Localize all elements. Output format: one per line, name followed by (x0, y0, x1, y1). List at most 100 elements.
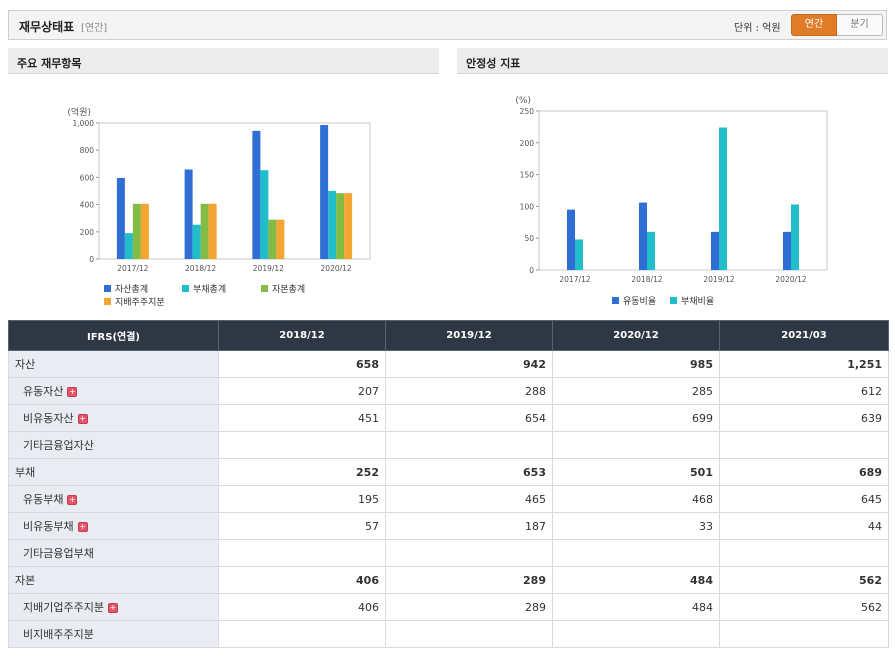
value-cell: 484 (552, 593, 720, 621)
row-label-cell: 부채 (8, 458, 219, 486)
value-cell (719, 539, 889, 567)
row-label: 부채 (15, 466, 36, 479)
bar-4 (140, 203, 149, 259)
value-cell: 612 (719, 377, 889, 405)
value-cell: 207 (218, 377, 386, 405)
bar-3 (132, 203, 141, 259)
table-row: 기타금융업부채 (8, 539, 889, 567)
row-label: 비유동부채 (23, 520, 74, 533)
x-tick-label: 2020/12 (321, 264, 352, 273)
y-tick-label: 0 (529, 266, 534, 275)
row-label: 유동자산 (23, 385, 64, 398)
financial-items-panel-title: 주요 재무항목 (8, 48, 439, 74)
y-tick-label: 50 (524, 234, 534, 243)
legend-swatch (612, 297, 619, 304)
value-cell: 33 (552, 512, 720, 540)
value-cell: 195 (218, 485, 386, 513)
bar-1 (320, 125, 329, 259)
column-header: 2021/03 (719, 320, 889, 351)
row-label-cell: 비지배주주지분 (8, 620, 219, 648)
value-cell: 689 (719, 458, 889, 486)
expand-plus-icon[interactable]: + (107, 603, 118, 613)
stability-chart: (%) 0 50 100 150 200 250 2017/12 2018/12 2019/12 2… (515, 96, 828, 307)
value-cell: 562 (719, 593, 889, 621)
value-cell: 285 (552, 377, 720, 405)
row-label-cell: 자산 (8, 350, 219, 378)
y-tick-label: 200 (80, 228, 95, 237)
bar-2 (791, 204, 799, 270)
value-cell (218, 431, 386, 459)
row-label-cell: 유동자산 + (8, 377, 219, 405)
y-tick-label: 0 (89, 255, 94, 264)
value-cell: 252 (218, 458, 386, 486)
row-label: 지배기업주주지분 (23, 601, 104, 614)
value-cell: 985 (552, 350, 720, 378)
x-tick-label: 2017/12 (559, 275, 590, 284)
row-label-cell: 기타금융업부채 (8, 539, 219, 567)
column-header: 2018/12 (218, 320, 386, 351)
y-tick-label: 800 (80, 146, 95, 155)
row-label: 기타금융업자산 (23, 439, 94, 452)
annual-button[interactable]: 연간 (791, 14, 837, 36)
value-cell: 699 (552, 404, 720, 432)
value-cell: 484 (552, 566, 720, 594)
value-cell: 406 (218, 593, 386, 621)
value-cell: 468 (552, 485, 720, 513)
value-cell: 465 (385, 485, 553, 513)
quarter-button[interactable]: 분기 (837, 14, 883, 36)
value-cell (719, 620, 889, 648)
legend-swatch (104, 298, 111, 305)
y-tick-label: 600 (80, 173, 95, 182)
y-tick-label: 150 (520, 171, 535, 180)
bar-4 (276, 219, 285, 259)
bar-2 (260, 170, 269, 259)
y-tick-label: 250 (520, 107, 535, 116)
x-tick-label: 2019/12 (253, 264, 284, 273)
expand-plus-icon[interactable]: + (77, 522, 88, 532)
bar-1 (639, 202, 647, 270)
value-cell: 44 (719, 512, 889, 540)
x-tick-label: 2017/12 (117, 264, 148, 273)
expand-plus-icon[interactable]: + (67, 387, 78, 397)
row-label-cell: 유동부채 + (8, 485, 219, 513)
value-cell: 653 (385, 458, 553, 486)
row-label: 유동부채 (23, 493, 64, 506)
row-label: 자본 (15, 574, 36, 587)
row-label: 비지배주주지분 (23, 628, 94, 641)
legend-label: 부채비율 (681, 296, 714, 307)
value-cell: 1,251 (719, 350, 889, 378)
row-label: 비유동자산 (23, 412, 74, 425)
legend-label: 자본총계 (272, 283, 305, 295)
value-cell: 289 (385, 566, 553, 594)
value-cell (719, 431, 889, 459)
table-row: 지배기업주주지분 +406 289 484 562 (8, 593, 889, 621)
x-tick-label: 2020/12 (775, 275, 806, 284)
y-axis-label: (%) (515, 96, 531, 106)
period-label: [연간] (81, 23, 108, 34)
legend-swatch (261, 285, 268, 292)
y-tick-label: 400 (80, 201, 95, 210)
table-row: 부채 252 653 501 689 (8, 458, 889, 486)
bar-2 (328, 190, 337, 259)
bar-1 (711, 231, 719, 270)
legend-swatch (670, 297, 677, 304)
expand-plus-icon[interactable]: + (77, 414, 88, 424)
plot-area (538, 110, 828, 271)
value-cell: 451 (218, 404, 386, 432)
table-row: 유동자산 +207 288 285 612 (8, 377, 889, 405)
table-row: 기타금융업자산 (8, 431, 889, 459)
value-cell: 289 (385, 593, 553, 621)
bar-2 (124, 233, 133, 259)
column-header: IFRS(연결) (8, 320, 219, 351)
y-tick-label: 100 (520, 202, 535, 211)
row-label-cell: 비유동부채 + (8, 512, 219, 540)
value-cell: 942 (385, 350, 553, 378)
bar-2 (719, 127, 727, 270)
row-label-cell: 지배기업주주지분 + (8, 593, 219, 621)
bar-1 (252, 130, 261, 259)
stability-panel-title: 안정성 지표 (457, 48, 888, 74)
legend-label: 지배주주지분 (115, 297, 165, 308)
expand-plus-icon[interactable]: + (67, 495, 78, 505)
bar-1 (184, 169, 193, 259)
x-tick-label: 2018/12 (185, 264, 216, 273)
